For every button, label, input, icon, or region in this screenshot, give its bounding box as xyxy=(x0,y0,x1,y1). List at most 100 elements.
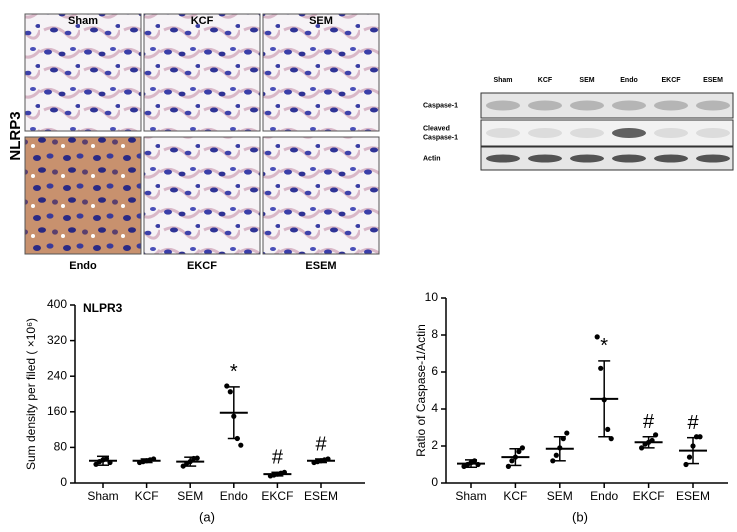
blot-band xyxy=(486,128,520,138)
lane-label: Endo xyxy=(620,77,638,84)
row-label: Actin xyxy=(423,155,441,162)
data-point xyxy=(639,445,645,451)
chart-title: NLPR3 xyxy=(83,301,123,315)
histology-image xyxy=(143,13,261,132)
data-point xyxy=(281,469,287,475)
data-point xyxy=(194,455,200,461)
x-tick-label: KCF xyxy=(135,489,159,503)
data-point xyxy=(598,365,604,371)
histology-label: ESEM xyxy=(305,260,336,272)
blot-band xyxy=(486,154,520,163)
blot-band xyxy=(570,154,604,163)
row-label: Caspase-1 xyxy=(423,102,458,109)
data-point xyxy=(683,461,689,468)
data-point xyxy=(601,397,607,403)
x-tick-label: Sham xyxy=(455,489,486,503)
data-point xyxy=(471,458,478,464)
blot-band xyxy=(486,100,520,111)
data-point xyxy=(697,434,703,440)
y-tick-label: 4 xyxy=(431,401,438,415)
blot-band xyxy=(570,128,604,138)
data-point xyxy=(151,456,157,462)
data-point xyxy=(608,436,614,442)
data-point xyxy=(475,461,481,468)
data-point xyxy=(653,432,659,438)
data-point xyxy=(560,436,566,442)
blot-strip xyxy=(480,92,734,119)
histology-image xyxy=(24,13,142,132)
histology-image xyxy=(143,136,261,255)
lane-label: Sham xyxy=(493,77,512,84)
x-tick-label: SEM xyxy=(177,489,203,503)
data-point xyxy=(234,435,240,442)
caption: (a) xyxy=(199,509,215,524)
western-blot: Sham KCF SEM Endo EKCF ESEM Caspase-1 Cleaved Ca… xyxy=(423,77,734,171)
data-point xyxy=(564,430,570,436)
annotation: * xyxy=(230,361,238,383)
blot-band xyxy=(654,154,688,163)
annotation: # xyxy=(315,433,327,455)
data-point xyxy=(103,455,110,462)
histology-image xyxy=(24,136,142,255)
data-point xyxy=(649,437,655,444)
x-tick-label: Endo xyxy=(220,489,248,503)
y-tick-label: 0 xyxy=(60,475,67,489)
data-point xyxy=(690,443,696,449)
histology-image xyxy=(262,13,380,132)
data-point xyxy=(325,456,331,462)
data-point xyxy=(594,334,600,340)
data-point xyxy=(519,445,526,451)
data-point xyxy=(550,458,556,464)
x-tick-label: EKCF xyxy=(261,489,293,503)
blot-band xyxy=(528,128,562,138)
blot-band xyxy=(528,100,562,111)
row-label: Cleaved Caspase-1 xyxy=(423,125,458,141)
blot-band xyxy=(612,100,646,111)
data-point xyxy=(505,463,511,469)
y-axis-label: Sum density per filed ( ×10⁶) xyxy=(24,318,38,470)
data-point xyxy=(187,459,193,465)
y-tick-label: 0 xyxy=(431,475,438,489)
blot-band xyxy=(612,154,646,163)
blot-band xyxy=(696,128,730,138)
annotation: * xyxy=(600,335,608,357)
data-point xyxy=(238,442,244,448)
lane-label: EKCF xyxy=(661,77,681,84)
blot-band xyxy=(654,100,688,111)
caption: (b) xyxy=(572,509,588,524)
y-tick-label: 80 xyxy=(54,440,68,454)
x-tick-label: EKCF xyxy=(633,489,665,503)
lane-label: SEM xyxy=(579,77,594,84)
histology-label: KCF xyxy=(191,15,214,27)
histology-image xyxy=(262,136,380,255)
annotation: # xyxy=(272,447,284,469)
data-point xyxy=(231,413,237,419)
blot-band xyxy=(528,154,562,163)
blot-band xyxy=(612,128,646,138)
y-tick-label: 240 xyxy=(47,368,67,382)
data-point xyxy=(553,452,559,458)
y-tick-label: 8 xyxy=(431,327,438,341)
annotation: # xyxy=(643,411,655,433)
x-tick-label: ESEM xyxy=(304,489,338,503)
y-tick-label: 10 xyxy=(425,290,439,304)
data-point xyxy=(227,389,233,395)
data-point xyxy=(686,454,693,460)
histology-label: Sham xyxy=(68,15,98,27)
data-point xyxy=(512,454,519,460)
data-point xyxy=(605,426,611,432)
blot-band xyxy=(654,128,688,138)
histology-panels: Sham KCF SEM Endo EKCF ESEM xyxy=(24,13,380,272)
y-tick-label: 400 xyxy=(47,297,67,311)
y-tick-label: 6 xyxy=(431,364,438,378)
y-tick-label: 320 xyxy=(47,333,67,347)
x-tick-label: ESEM xyxy=(676,489,710,503)
histology-label: SEM xyxy=(309,15,333,27)
x-tick-label: Endo xyxy=(590,489,618,503)
blot-band xyxy=(570,100,604,111)
data-point xyxy=(509,458,515,464)
x-tick-label: Sham xyxy=(87,489,118,503)
blot-band xyxy=(696,154,730,163)
